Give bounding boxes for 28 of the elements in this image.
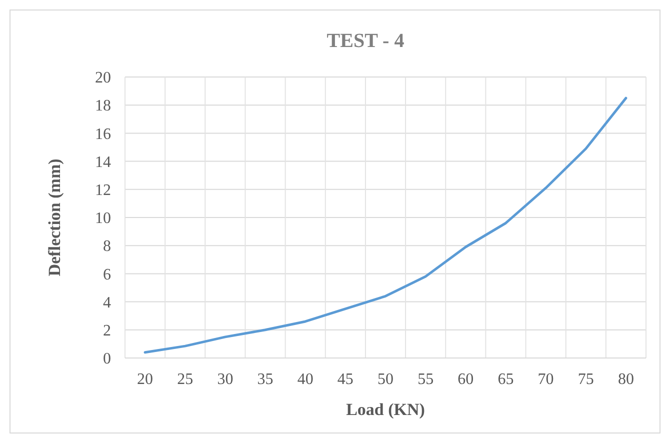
- chart-title: TEST - 4: [326, 30, 404, 52]
- y-tick-label: 4: [103, 294, 111, 312]
- y-tick-label: 8: [103, 238, 111, 256]
- y-tick-label: 14: [95, 154, 111, 171]
- y-tick-label: 12: [95, 182, 111, 199]
- y-tick-label: 18: [95, 98, 111, 115]
- x-tick-label: 20: [137, 371, 154, 388]
- x-tick-label: 70: [538, 371, 554, 388]
- x-tick-label: 45: [337, 371, 354, 388]
- y-tick-label: 0: [103, 350, 111, 368]
- x-tick-label: 55: [418, 371, 434, 388]
- y-tick-label: 20: [95, 70, 111, 87]
- y-tick-label: 6: [103, 266, 111, 284]
- x-tick-label: 60: [458, 371, 474, 388]
- x-axis-title: Load (KN): [346, 400, 425, 419]
- y-tick-label: 10: [95, 210, 111, 228]
- x-tick-label: 25: [177, 371, 194, 388]
- x-tick-label: 80: [618, 371, 634, 388]
- x-tick-label: 50: [378, 371, 394, 388]
- line-series: [144, 96, 628, 354]
- x-tick-label: 75: [578, 371, 594, 388]
- x-tick-label: 40: [297, 371, 314, 388]
- y-tick-label: 16: [95, 126, 111, 143]
- y-tick-label: 2: [103, 322, 111, 340]
- x-tick-label: 30: [217, 371, 234, 388]
- x-tick-label: 35: [257, 371, 274, 388]
- y-axis-title: Deflection (mm): [45, 158, 64, 276]
- x-tick-label: 65: [498, 371, 514, 388]
